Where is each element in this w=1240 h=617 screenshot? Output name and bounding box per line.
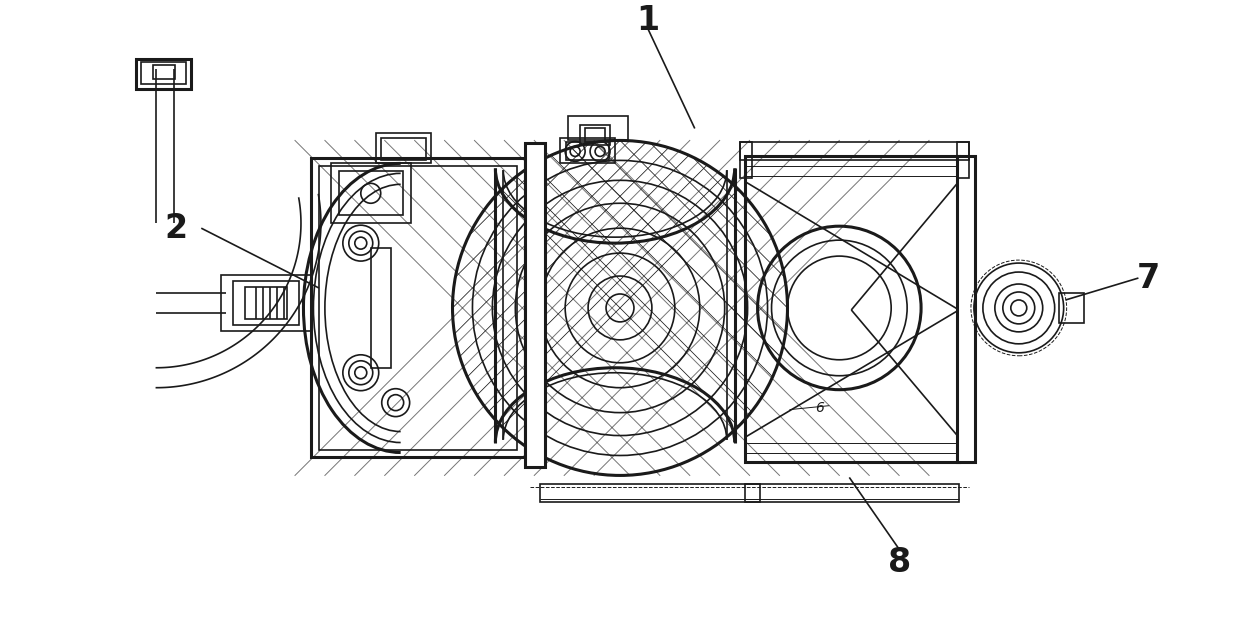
- Bar: [568, 115, 627, 141]
- Bar: [745, 156, 959, 463]
- Bar: [957, 156, 975, 463]
- Bar: [136, 59, 191, 89]
- Bar: [154, 65, 175, 78]
- Bar: [739, 143, 751, 178]
- Bar: [739, 143, 968, 160]
- Text: 8: 8: [888, 545, 910, 579]
- Bar: [1059, 293, 1084, 323]
- Bar: [560, 138, 615, 164]
- Bar: [371, 248, 391, 368]
- Text: 1: 1: [636, 4, 660, 37]
- Bar: [339, 172, 403, 215]
- Bar: [381, 138, 425, 160]
- Bar: [246, 287, 286, 319]
- Bar: [585, 128, 605, 143]
- Bar: [541, 484, 760, 502]
- Bar: [526, 143, 546, 468]
- Bar: [311, 159, 526, 457]
- Bar: [957, 143, 968, 178]
- Bar: [376, 133, 430, 164]
- Text: 7: 7: [1137, 262, 1159, 294]
- Bar: [745, 484, 959, 502]
- Bar: [141, 62, 186, 84]
- Text: 6: 6: [815, 400, 823, 415]
- Bar: [567, 143, 609, 160]
- Bar: [331, 164, 410, 223]
- Text: 2: 2: [165, 212, 188, 245]
- Bar: [319, 167, 517, 450]
- Bar: [580, 125, 610, 146]
- Bar: [233, 281, 299, 325]
- Bar: [221, 275, 311, 331]
